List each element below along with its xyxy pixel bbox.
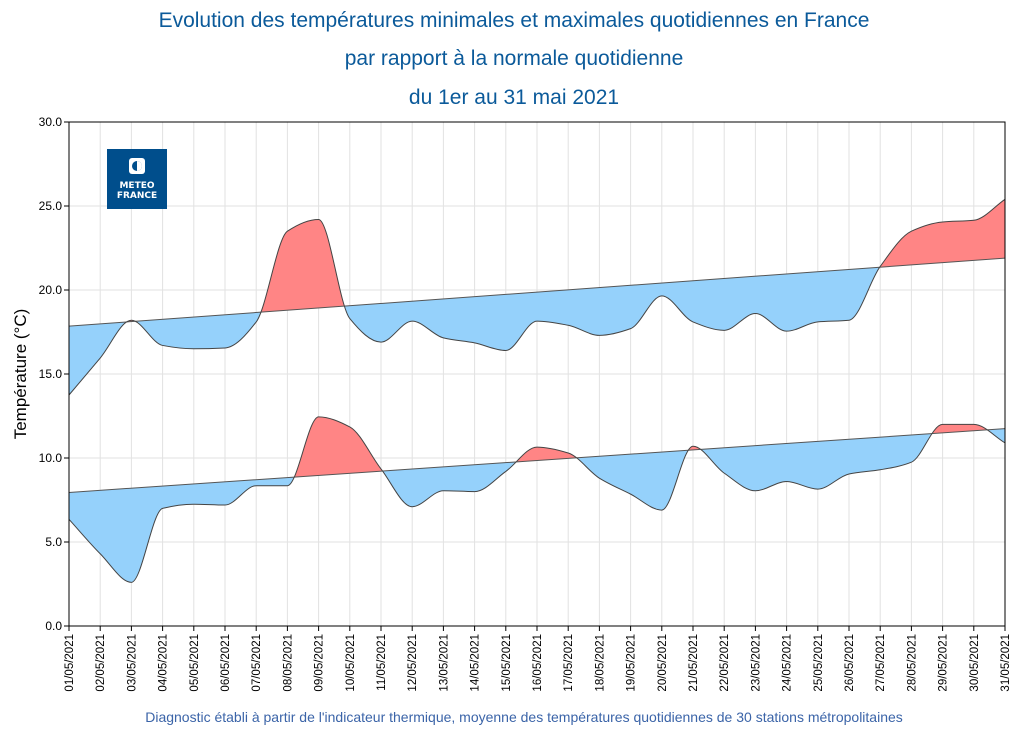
chart-title-line-3: du 1er au 31 mai 2021 [408,86,620,109]
x-tick-label: 08/05/2021 [282,634,294,692]
x-tick-label: 14/05/2021 [470,634,482,692]
x-tick-label: 06/05/2021 [220,634,232,692]
x-tick-label: 19/05/2021 [626,634,638,692]
x-tick-label: 10/05/2021 [345,634,357,692]
y-axis-label: Température (°C) [11,309,30,440]
x-tick-label: 24/05/2021 [782,634,794,692]
tmax-below-normal-area [69,258,1005,395]
chart-title-line-2: par rapport à la normale quotidienne [344,47,684,70]
x-tick-label: 22/05/2021 [719,634,731,692]
logo-text-line-1: METEO [119,181,154,191]
x-tick-label: 30/05/2021 [969,634,981,692]
y-tick-label: 10.0 [39,451,63,465]
y-tick-label: 0.0 [45,619,62,633]
x-tick-label: 25/05/2021 [813,634,825,692]
y-tick-label: 30.0 [39,115,63,129]
x-tick-label: 23/05/2021 [750,634,762,692]
plot-frame [68,121,1006,627]
y-tick-label: 5.0 [45,535,62,549]
x-tick-label: 15/05/2021 [501,634,513,692]
footer-note: Diagnostic établi à partir de l'indicate… [145,709,903,725]
x-tick-label: 20/05/2021 [657,634,669,692]
x-tick-label: 16/05/2021 [532,634,544,692]
x-tick-label: 27/05/2021 [875,634,887,692]
x-tick-label: 01/05/2021 [64,634,76,692]
tmax-normal-line [68,257,1006,327]
y-tick-label: 15.0 [39,367,63,381]
y-tick-label: 25.0 [39,199,63,213]
x-tick-label: 31/05/2021 [1000,634,1012,692]
x-tick-label: 12/05/2021 [407,634,419,692]
x-tick-label: 11/05/2021 [376,634,388,691]
x-tick-label: 17/05/2021 [563,634,575,692]
x-tick-label: 26/05/2021 [844,634,856,692]
y-tick-label: 20.0 [39,283,63,297]
x-tick-label: 05/05/2021 [189,634,201,692]
x-tick-label: 02/05/2021 [95,634,107,692]
x-tick-label: 03/05/2021 [126,634,138,692]
x-tick-label: 21/05/2021 [688,634,700,692]
x-tick-label: 13/05/2021 [438,634,450,692]
x-tick-label: 09/05/2021 [314,634,326,692]
x-tick-label: 28/05/2021 [906,634,918,692]
x-tick-label: 29/05/2021 [938,634,950,692]
x-tick-label: 18/05/2021 [594,634,606,692]
x-tick-label: 07/05/2021 [251,634,263,692]
tmin-normal-line [68,428,1006,493]
tmax-line [68,198,1006,396]
tmin-line [68,416,1006,583]
logo-text-line-2: FRANCE [117,191,157,201]
chart-title-line-1: Evolution des températures minimales et … [158,9,870,32]
x-tick-label: 04/05/2021 [158,634,170,692]
